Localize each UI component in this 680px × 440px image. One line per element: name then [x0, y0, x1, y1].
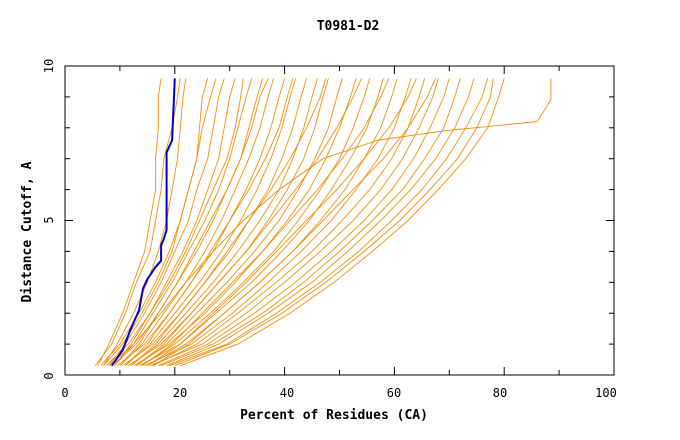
- model-line-32: [119, 78, 269, 366]
- model-line-18: [138, 78, 384, 367]
- model-line-30: [103, 78, 217, 366]
- highlight-model-line: [110, 78, 176, 367]
- model-line-29: [108, 78, 552, 367]
- model-line-38: [152, 78, 437, 367]
- model-line-22: [149, 78, 439, 367]
- plot-area: [94, 78, 552, 367]
- model-line-27: [174, 78, 494, 367]
- model-line-33: [125, 78, 294, 367]
- model-line-5: [108, 78, 225, 366]
- model-line-35: [136, 78, 362, 367]
- x-tick-label-40: 40: [280, 386, 294, 400]
- model-line-28: [180, 78, 505, 367]
- y-tick-label-0: 0: [42, 372, 56, 379]
- model-line-20: [144, 78, 412, 367]
- chart-title: T0981-D2: [317, 19, 380, 34]
- model-line-1: [97, 78, 162, 366]
- model-line-10: [116, 78, 286, 367]
- x-axis-label: Percent of Residues (CA): [240, 408, 428, 423]
- y-tick-label-10: 10: [42, 59, 56, 73]
- model-line-11: [125, 78, 297, 367]
- model-line-8: [111, 78, 264, 367]
- model-line-15: [136, 78, 343, 367]
- model-line-6: [105, 78, 236, 367]
- x-tick-label-0: 0: [61, 386, 68, 400]
- model-line-7: [114, 78, 253, 366]
- model-line-34: [130, 78, 327, 367]
- axis-ticks: [64, 65, 615, 376]
- model-line-31: [114, 78, 244, 366]
- model-line-13: [130, 78, 318, 367]
- model-line-36: [141, 78, 390, 367]
- x-tick-label-100: 100: [595, 386, 617, 400]
- model-line-25: [166, 78, 475, 367]
- model-line-4: [100, 78, 209, 366]
- model-line-14: [127, 78, 329, 367]
- y-tick-label-5: 5: [42, 216, 56, 223]
- x-tick-label-80: 80: [493, 386, 507, 400]
- model-line-19: [147, 78, 398, 367]
- model-line-24: [160, 78, 461, 367]
- y-axis-label: Distance Cutoff, A: [20, 161, 35, 302]
- model-line-23: [158, 78, 450, 367]
- model-line-17: [141, 78, 371, 367]
- model-line-37: [147, 78, 417, 367]
- model-line-9: [119, 78, 275, 367]
- model-line-21: [152, 78, 426, 367]
- model-line-26: [169, 78, 489, 367]
- x-tick-label-20: 20: [173, 386, 187, 400]
- model-line-16: [133, 78, 357, 367]
- x-tick-label-60: 60: [387, 386, 401, 400]
